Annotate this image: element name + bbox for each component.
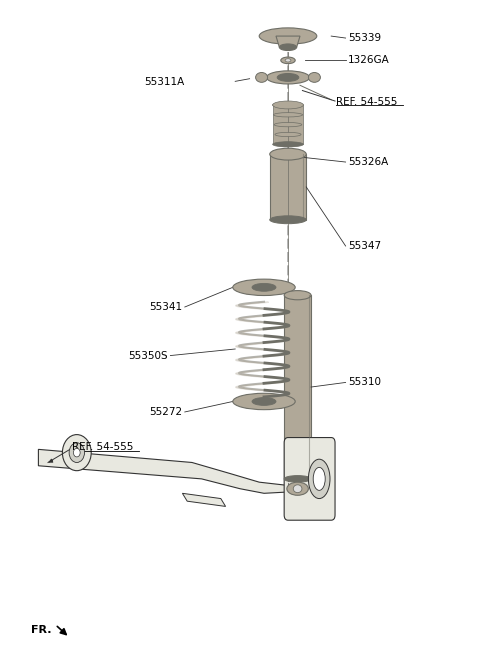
Text: 55339: 55339 xyxy=(348,33,381,43)
Text: 55310: 55310 xyxy=(348,377,381,388)
Polygon shape xyxy=(38,449,288,493)
Ellipse shape xyxy=(293,485,302,493)
Ellipse shape xyxy=(252,283,276,291)
Ellipse shape xyxy=(277,73,299,81)
Ellipse shape xyxy=(274,113,302,117)
Ellipse shape xyxy=(73,449,80,457)
Ellipse shape xyxy=(62,435,91,471)
Ellipse shape xyxy=(252,398,276,405)
Ellipse shape xyxy=(279,44,297,51)
Ellipse shape xyxy=(275,133,301,136)
Text: 55341: 55341 xyxy=(149,302,182,312)
Ellipse shape xyxy=(276,142,300,146)
Bar xyxy=(284,295,311,479)
Text: 55350S: 55350S xyxy=(128,350,168,361)
Ellipse shape xyxy=(284,291,311,300)
Text: 55311A: 55311A xyxy=(144,77,185,87)
Text: 55326A: 55326A xyxy=(348,157,388,167)
Ellipse shape xyxy=(287,482,308,495)
Ellipse shape xyxy=(313,467,325,490)
Ellipse shape xyxy=(281,57,295,64)
Ellipse shape xyxy=(270,216,306,224)
Text: 55347: 55347 xyxy=(348,241,381,251)
Ellipse shape xyxy=(273,142,303,147)
Text: REF. 54-555: REF. 54-555 xyxy=(336,96,397,107)
Polygon shape xyxy=(182,493,226,506)
FancyBboxPatch shape xyxy=(284,438,335,520)
Ellipse shape xyxy=(233,279,295,295)
Ellipse shape xyxy=(266,71,310,84)
Text: 55272: 55272 xyxy=(149,407,182,417)
Ellipse shape xyxy=(270,148,306,160)
Ellipse shape xyxy=(273,103,303,107)
Text: 1326GA: 1326GA xyxy=(348,55,390,66)
Ellipse shape xyxy=(259,28,317,45)
Ellipse shape xyxy=(274,123,302,127)
Bar xyxy=(270,154,306,220)
Ellipse shape xyxy=(284,476,311,482)
Ellipse shape xyxy=(273,101,303,109)
Bar xyxy=(273,105,303,144)
Ellipse shape xyxy=(69,443,84,462)
Polygon shape xyxy=(276,36,300,47)
Ellipse shape xyxy=(233,393,295,409)
Ellipse shape xyxy=(309,459,330,499)
Ellipse shape xyxy=(285,58,291,62)
Ellipse shape xyxy=(309,73,321,82)
Text: FR.: FR. xyxy=(31,625,52,635)
Ellipse shape xyxy=(255,73,267,82)
Text: REF. 54-555: REF. 54-555 xyxy=(72,442,133,453)
